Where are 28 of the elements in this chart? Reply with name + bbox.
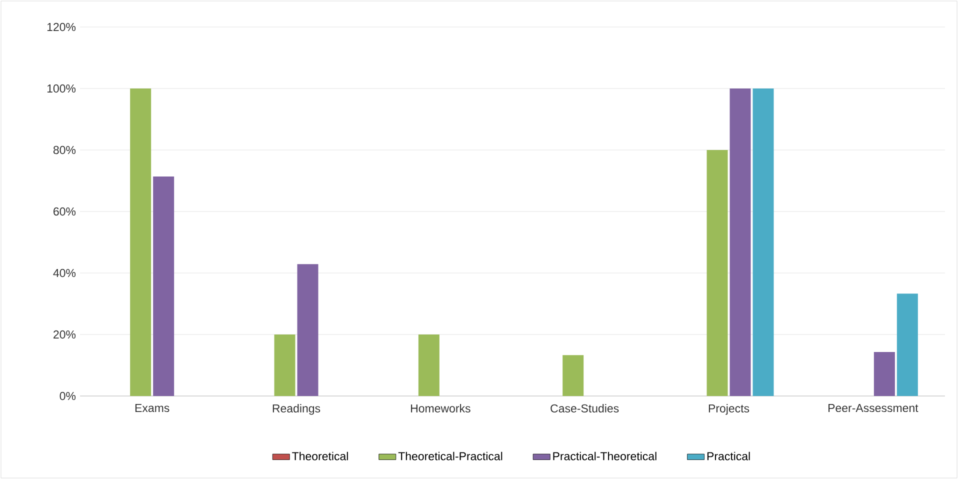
y-tick-label: 0%: [60, 392, 76, 400]
bar: [562, 355, 584, 396]
bar: [130, 88, 152, 396]
bar: [418, 334, 440, 396]
x-tick-label: Homeworks: [411, 404, 470, 412]
legend-label: Theoretical-Practical: [398, 452, 502, 460]
y-tick-label: 60%: [54, 207, 76, 216]
bar: [153, 176, 174, 396]
y-tick-label: 20%: [54, 330, 76, 339]
y-tick-label: 40%: [53, 268, 76, 278]
y-tick-label: 120%: [47, 22, 76, 32]
bar: [297, 264, 318, 396]
y-tick-label: 100%: [47, 84, 76, 93]
bar: [874, 352, 895, 396]
bar: [274, 334, 296, 396]
bar: [730, 88, 751, 396]
x-tick-label: Readings: [272, 404, 320, 415]
legend-label: Practical-Theoretical: [553, 452, 656, 460]
bar: [752, 88, 774, 396]
x-tick-label: Peer-Assessment: [828, 404, 918, 412]
x-tick-label: Case-Studies: [550, 404, 619, 412]
legend-label: Theoretical: [292, 452, 348, 460]
x-tick-label: Projects: [708, 404, 750, 415]
y-tick-label: 80%: [53, 146, 76, 154]
legend-label: Practical: [707, 452, 750, 460]
bar: [706, 150, 728, 396]
x-tick-label: Exams: [135, 404, 170, 412]
bar: [896, 294, 918, 396]
